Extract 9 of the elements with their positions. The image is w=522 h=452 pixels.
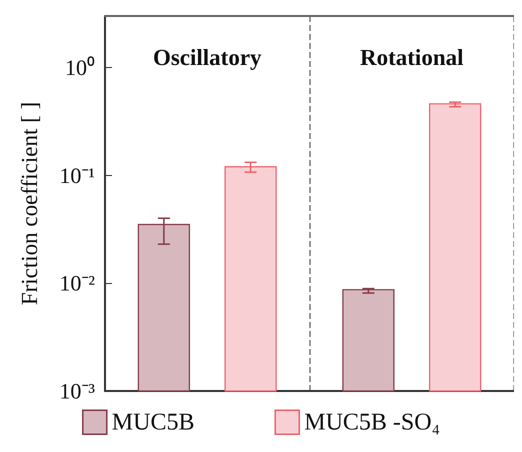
legend-label: MUC5B — [112, 409, 194, 436]
y-axis-title: Friction coefficient [ ] — [17, 102, 42, 306]
legend-label: MUC5B -SO₄ — [304, 409, 440, 436]
x-tick-label: Rotational — [360, 45, 464, 70]
y-tick-label: 10⁻² — [59, 270, 96, 296]
y-tick-label: 10⁻¹ — [59, 162, 95, 188]
y-tick-label: 10⁰ — [65, 54, 95, 80]
y-tick-label: 10⁻³ — [59, 378, 96, 404]
x-tick-label: Oscillatory — [152, 45, 262, 70]
